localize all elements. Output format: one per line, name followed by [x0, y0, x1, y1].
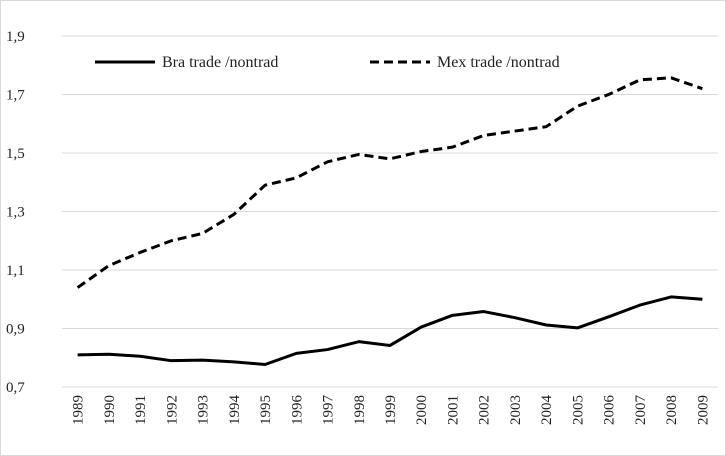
x-tick-label: 1999 — [383, 395, 399, 425]
y-tick-label: 1,1 — [6, 263, 25, 279]
x-tick-label: 1989 — [71, 395, 87, 425]
x-tick-label: 1994 — [227, 395, 243, 426]
x-tick-label: 1991 — [133, 395, 149, 425]
x-tick-label: 2009 — [695, 395, 711, 425]
x-tick-label: 1998 — [352, 395, 368, 425]
x-tick-label: 1996 — [289, 395, 305, 426]
y-tick-label: 1,7 — [6, 88, 25, 104]
line-series — [77, 295, 703, 366]
y-tick-label: 1,5 — [6, 146, 25, 162]
x-tick-label: 2006 — [602, 395, 618, 426]
x-tick-label: 1992 — [164, 395, 180, 425]
y-tick-label: 1,3 — [6, 205, 25, 221]
x-tick-label: 1990 — [102, 395, 118, 425]
y-tick-label: 1,9 — [6, 29, 25, 45]
y-tick-label: 0,7 — [6, 380, 25, 396]
x-tick-label: 2005 — [570, 395, 586, 425]
y-tick-label: 0,9 — [6, 322, 25, 338]
x-tick-label: 2002 — [477, 395, 493, 425]
x-tick-label: 1993 — [196, 395, 212, 425]
x-tick-label: 2008 — [664, 395, 680, 425]
x-tick-label: 2000 — [414, 395, 430, 425]
x-tick-label: 2004 — [539, 395, 555, 426]
line-series — [76, 76, 703, 289]
legend-label: Mex trade /nontrad — [437, 54, 560, 71]
x-tick-label: 2007 — [633, 395, 649, 426]
x-tick-label: 2001 — [445, 395, 461, 425]
legend-label: Bra trade /nontrad — [162, 54, 278, 71]
x-tick-label: 2003 — [508, 395, 524, 425]
x-tick-label: 1995 — [258, 395, 274, 425]
x-tick-label: 1997 — [321, 395, 337, 426]
